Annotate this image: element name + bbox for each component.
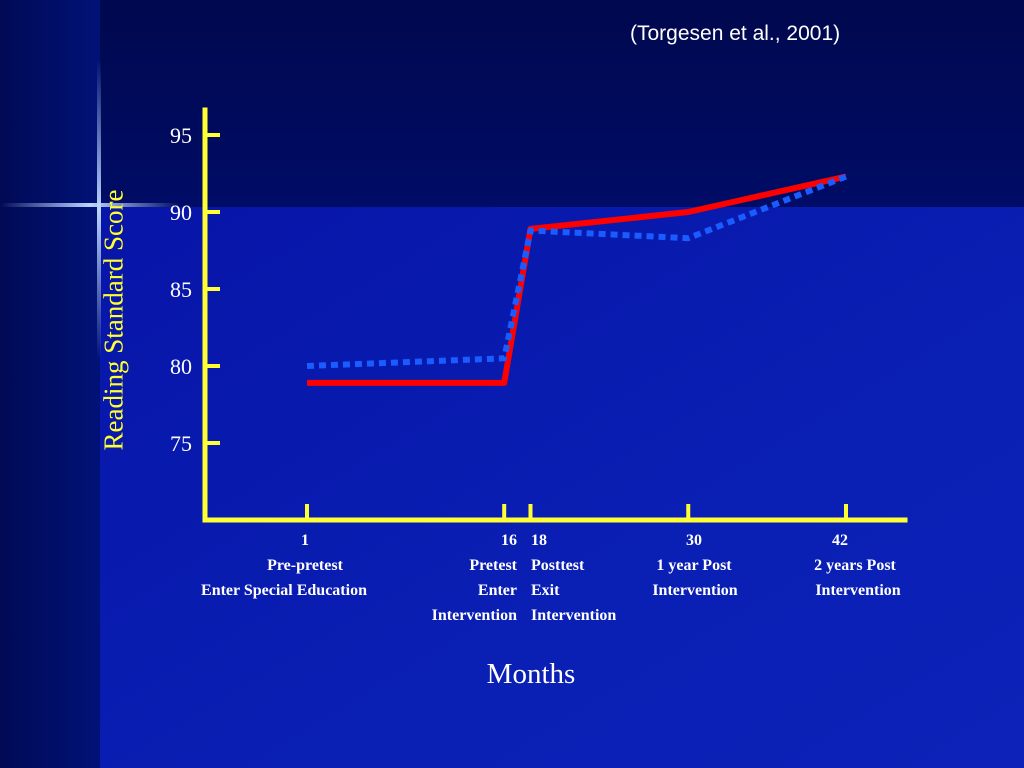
x-category-label: Enter Special Education [201,582,367,599]
background-top-band [100,0,1024,207]
x-axis-ticks [305,504,848,520]
x-category-label: 2 years Post [814,557,896,574]
x-category-label: Intervention [531,607,616,624]
sparkle-vertical-decoration [97,60,101,360]
background-main-band [100,207,1024,768]
x-category-label: Posttest [531,557,585,574]
x-category-label: Exit [531,582,560,599]
y-tick-label: 75 [170,431,192,456]
y-tick-label: 80 [170,354,192,379]
x-axis-label: Months [486,658,576,690]
chart-axes [202,107,908,523]
x-category-label: 18 [531,532,547,549]
y-axis-ticks: 75 80 85 90 95 [170,123,220,456]
x-category-label: 42 [832,532,848,549]
sparkle-horizontal-decoration [0,203,180,207]
y-tick-label: 95 [170,123,192,148]
x-category-label: Pretest [469,557,517,574]
x-category-label: Intervention [652,582,737,599]
citation: (Torgesen et al., 2001) [630,22,841,45]
x-category-label: Intervention [432,607,517,624]
x-category-label: 1 [301,532,309,549]
x-category-label: 1 year Post [656,557,732,574]
dotted-series-line [306,173,848,369]
y-tick-label: 85 [170,277,192,302]
chart-series [306,173,848,386]
x-category-label: 30 [686,532,702,549]
x-category-label: 16 [501,532,517,549]
y-tick-label: 90 [170,200,192,225]
x-category-label: Enter [478,582,517,599]
y-axis-label: Reading Standard Score [98,189,129,451]
x-category-label: Pre-pretest [267,557,343,574]
x-axis-category-labels: 1 Pre-pretest Enter Special Education 16 Pre… [201,532,901,624]
background-left-band [0,0,100,768]
x-category-label: Intervention [815,582,900,599]
